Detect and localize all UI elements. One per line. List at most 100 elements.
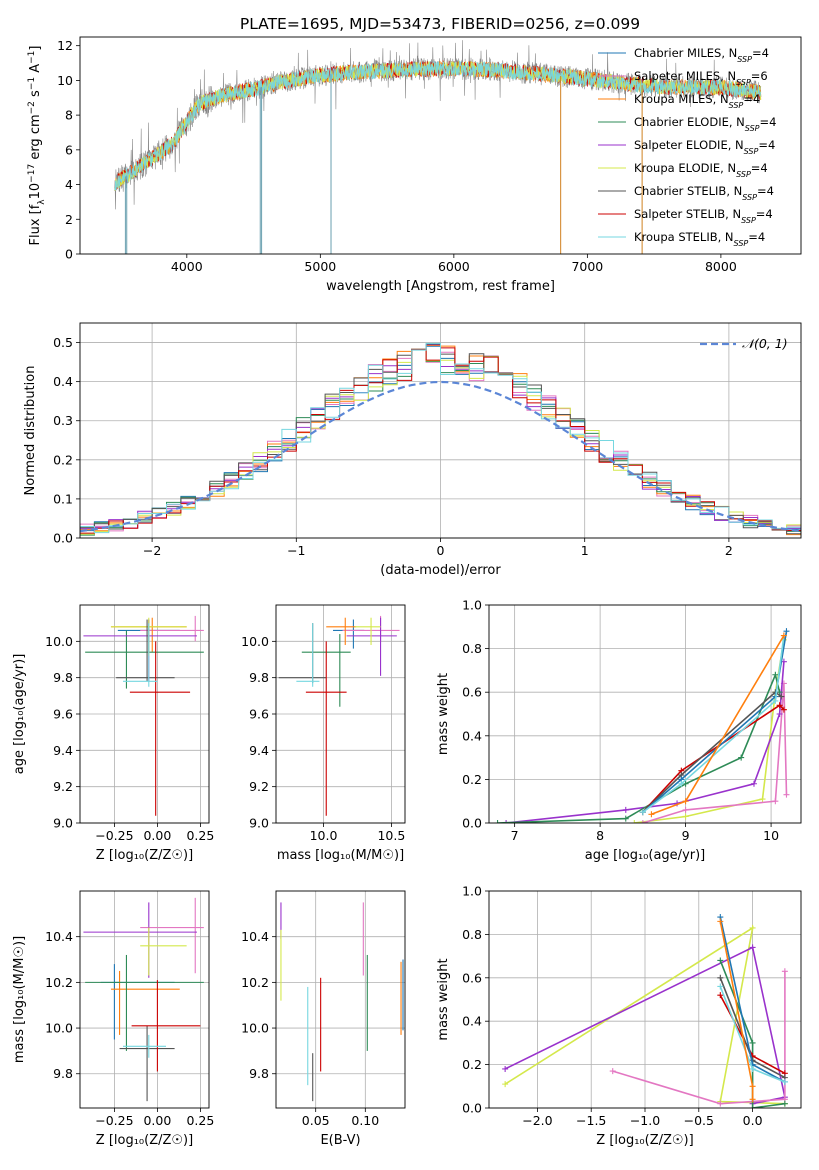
panel-spectrum: 4000 5000 6000 7000 8000 0 2 4 6 8 10 12 wavelength … [27,36,802,294]
series-marker-chabrier_elodie [772,671,779,678]
x-tick-label: −0.25 [95,1113,133,1128]
series-marker-kroupa_miles [780,632,787,639]
series-marker-kroupa_elodie [759,796,766,803]
y-tick-label: 10.2 [241,975,269,990]
legend-subscript: SSP [736,170,751,179]
axes-frame [275,604,406,824]
y-axis-label-part: erg cm [28,114,43,163]
y-tick-label: 9.8 [53,1066,73,1081]
series-marker-salpeter_miles [783,791,790,798]
legend-label-kroupa_stelib: Kroupa STELIB, NSSP=4 [634,230,765,248]
plot-area [502,914,788,1108]
y-tick-label: 0.2 [462,772,482,787]
legend-value: =4 [743,92,760,106]
x-tick-label: −0.5 [684,1113,714,1128]
gaussian-curve [80,380,801,533]
series-marker-salpeter_elodie [503,820,510,823]
x-tick-label: 10 [763,828,779,843]
y-axis-label: Flux [fλ10−17 erg cm−2 s−1 A−1] [27,46,47,246]
figure-title: PLATE=1695, MJD=53473, FIBERID=0256, z=0… [240,15,640,33]
x-axis-label: Z [log₁₀(Z/Z☉)] [596,1133,693,1148]
series-marker-chabrier_elodie [738,754,745,761]
series-marker-chabrier_elodie [717,957,724,964]
x-axis-label: Z [log₁₀(Z/Z☉)] [96,1133,193,1148]
series-marker-kroupa_stelib [781,1078,788,1085]
series-marker-chabrier_miles [783,628,790,635]
series-marker-chabrier_stelib [778,693,785,700]
legend-label-salpeter_miles: Salpeter MILES, NSSP=6 [634,69,768,87]
y-tick-label: 9.4 [249,743,269,758]
x-tick-label: 5000 [304,259,336,274]
axes-frame [79,604,210,824]
legend-subscript: SSP [744,147,759,156]
y-tick-label: 10.0 [45,634,73,649]
panel-age_vs_mass: 10.0 10.5 9.0 9.2 9.4 9.6 9.8 10.0 mass [log₁₀(M… [241,604,406,863]
series-line-salpeter_stelib [642,704,785,813]
series-marker-chabrier_stelib [717,974,724,981]
y-tick-label: 0.2 [53,452,73,467]
x-tick-label: 1 [581,543,589,558]
y-tick-label: 10.0 [241,1021,269,1036]
legend-label-salpeter_stelib: Salpeter STELIB, NSSP=4 [634,207,773,225]
legend-value: =4 [756,207,773,221]
legend-value: =6 [751,69,768,83]
y-tick-label: 10.2 [45,975,73,990]
series-marker-kroupa_stelib [749,1065,756,1072]
series-marker-salpeter_miles [682,806,689,813]
series-marker-chabrier_elodie [781,1100,788,1107]
x-tick-label: −2 [143,543,161,558]
y-tick-label: 9.6 [249,707,269,722]
y-tick-label: 10.0 [241,634,269,649]
y-tick-label: 10.0 [45,1021,73,1036]
y-tick-label: 0.6 [462,970,482,985]
panel-residuals: −2 −1 0 1 2 0.0 0.1 0.2 0.3 0.4 0.5 (data-model)/er… [23,322,802,578]
legend-text: Chabrier ELODIE, N [634,115,745,129]
series-marker-kroupa_miles [682,798,689,805]
y-axis-label-part: ] [28,46,43,51]
x-tick-label: 2 [725,543,733,558]
plot-area [494,628,790,823]
series-line-chabrier_stelib [642,691,782,813]
panel-mass_vs_Z: −0.25 0.00 0.25 9.8 10.0 10.2 10.4 Z [log₁₀(Z/Z… [12,890,214,1148]
x-tick-label: 0.05 [302,1113,330,1128]
x-tick-label: 8 [596,828,604,843]
series-marker-salpeter_elodie [622,806,629,813]
x-axis-label: wavelength [Angstrom, rest frame] [326,279,555,294]
y-tick-label: 0.4 [462,1014,482,1029]
y-tick-label: 0.3 [53,413,73,428]
series-line-kroupa_stelib [642,635,785,813]
series-marker-chabrier_elodie [622,815,629,822]
x-tick-label: 7000 [571,259,603,274]
y-tick-label: 0.0 [462,816,482,831]
x-axis-label: mass [log₁₀(M/M☉)] [277,848,404,863]
series-marker-salpeter_stelib [717,992,724,999]
axes-frame [275,890,406,1109]
x-tick-label: 6000 [438,259,470,274]
y-tick-label: 9.2 [249,779,269,794]
x-tick-label: 9 [682,828,690,843]
x-tick-label: −1 [287,543,305,558]
y-tick-label: 9.0 [249,816,269,831]
y-tick-label: 1.0 [462,884,482,899]
x-axis-label: Z [log₁₀(Z/Z☉)] [96,848,193,863]
y-axis-label-part: −17 [27,164,37,183]
plot-area [114,40,762,254]
x-axis-label: (data-model)/error [380,563,501,578]
series-marker-kroupa_miles [749,1096,756,1103]
legend-label-chabrier_stelib: Chabrier STELIB, NSSP=4 [634,184,774,202]
y-tick-label: 0.8 [462,641,482,656]
y-tick-label: 0.6 [462,685,482,700]
y-tick-label: 0.8 [462,927,482,942]
axes-frame [488,890,802,1109]
y-tick-label: 4 [65,177,73,192]
y-tick-label: 0.4 [53,374,73,389]
x-tick-label: 0.25 [186,1113,214,1128]
series-marker-salpeter_stelib [780,706,787,713]
axes-frame [488,604,802,824]
series-marker-salpeter_miles [781,968,788,975]
series-marker-salpeter_miles [609,1068,616,1075]
series-marker-chabrier_elodie [749,1039,756,1046]
series-marker-kroupa_elodie [502,1081,509,1088]
y-tick-label: 8 [65,108,73,123]
y-tick-label: 10 [57,73,73,88]
